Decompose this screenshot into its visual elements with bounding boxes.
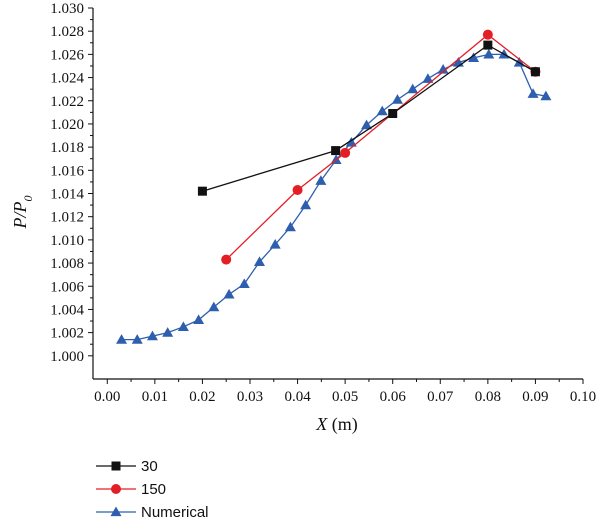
x-tick-label: 0.07 [427,389,454,405]
data-point [300,199,312,210]
legend-item: 150 [96,481,166,498]
series-layer [116,29,552,344]
y-tick-label: 1.022 [50,94,84,110]
x-tick-label: 0.05 [332,389,358,405]
y-tick-label: 1.016 [50,163,84,179]
legend-marker [111,461,121,471]
data-point [468,52,480,62]
series-line [121,53,547,341]
x-tick-label: 0.10 [570,389,596,405]
data-point [376,105,388,116]
x-tick-label: 0.06 [380,389,407,405]
data-point [269,239,281,249]
data-point [345,136,357,147]
legend: 30 150 Numerical [96,458,209,521]
x-tick-label: 0.01 [142,389,168,405]
data-point [527,88,539,98]
data-point [331,146,341,156]
data-point [422,73,434,83]
series-line [202,44,536,192]
data-point [131,334,143,344]
data-point [238,278,250,289]
series-line [225,33,536,261]
data-point [193,314,205,324]
y-tick-label: 1.006 [50,279,84,295]
data-point [221,254,232,265]
data-point [530,67,540,77]
x-tick-label: 0.02 [189,389,215,405]
legend-marker [111,484,121,494]
series-30 [197,40,540,196]
y-tick-label: 1.014 [50,187,84,203]
data-point [482,29,493,40]
x-tick-label: 0.04 [284,389,311,405]
data-point [340,147,351,158]
legend-label: Numerical [141,504,209,521]
data-point [315,175,327,185]
y-tick-label: 1.026 [50,47,84,63]
y-tick-label: 1.012 [50,210,84,226]
y-tick-label: 1.000 [50,349,84,365]
data-point [208,301,220,312]
data-point [116,334,128,344]
x-tick-label: 0.09 [522,389,548,405]
legend-label: 30 [141,458,158,475]
legend-label: 150 [141,481,166,498]
data-point [284,221,296,232]
data-point [146,330,158,341]
axes [88,7,584,384]
y-tick-label: 1.030 [50,1,84,17]
y-tick-label: 1.002 [50,326,84,342]
y-axis-title: P/P0 [10,196,35,230]
series-150 [221,29,541,265]
legend-marker [110,506,122,517]
data-point [483,40,493,50]
data-point [437,63,449,74]
data-point [292,185,303,196]
x-axis-title: X (m) [315,414,358,435]
y-tick-label: 1.018 [50,140,84,156]
data-point [388,109,398,119]
x-tick-label: 0.03 [237,389,263,405]
y-tick-label: 1.008 [50,256,84,272]
tick-labels: 0.00 0.01 0.02 0.03 0.04 0.05 0.06 0.07 0.08 0.09… [50,1,596,405]
data-point [254,256,266,267]
series-numerical [116,48,552,344]
y-tick-label: 1.028 [50,24,84,40]
data-point [177,321,189,331]
data-point [540,90,552,101]
y-tick-label: 1.020 [50,117,84,133]
data-point [407,83,419,94]
data-point [162,327,174,337]
x-tick-label: 0.00 [94,389,120,405]
data-point [223,288,235,299]
y-tick-label: 1.010 [50,233,84,249]
data-point [483,48,495,59]
data-point [361,119,373,130]
legend-item: 30 [96,458,158,475]
y-tick-label: 1.004 [50,302,84,318]
legend-item: Numerical [96,504,209,521]
x-tick-label: 0.08 [475,389,501,405]
data-point [391,94,403,104]
data-point [197,186,207,196]
y-tick-label: 1.024 [50,71,84,87]
